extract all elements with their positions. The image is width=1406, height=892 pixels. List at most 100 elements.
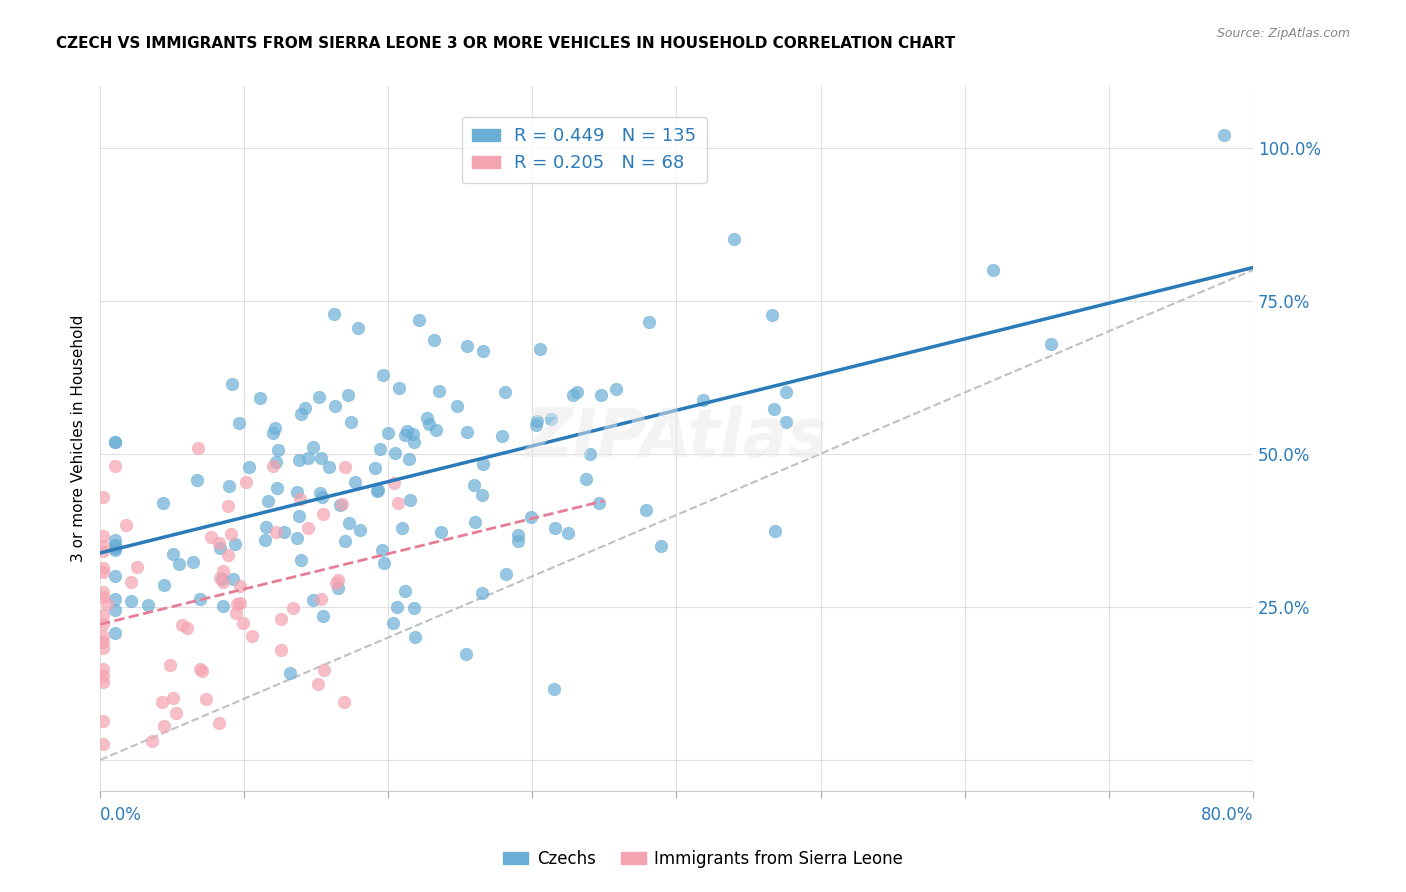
Point	[332, 497, 354, 511]
Point	[114, 518, 136, 533]
Point	[377, 425, 399, 440]
Point	[176, 621, 198, 635]
Point	[588, 496, 610, 510]
Point	[307, 677, 329, 691]
Text: 0.0%: 0.0%	[100, 805, 142, 824]
Point	[195, 691, 218, 706]
Point	[394, 584, 416, 599]
Point	[325, 576, 347, 591]
Point	[329, 498, 352, 512]
Point	[762, 401, 785, 416]
Point	[312, 508, 335, 522]
Point	[153, 719, 176, 733]
Point	[309, 591, 332, 606]
Point	[312, 663, 335, 677]
Point	[208, 715, 231, 730]
Point	[208, 536, 231, 550]
Point	[219, 527, 242, 541]
Point	[297, 451, 319, 466]
Point	[211, 572, 233, 586]
Point	[188, 662, 211, 676]
Point	[562, 387, 585, 401]
Point	[404, 630, 426, 644]
Point	[120, 594, 142, 608]
Point	[240, 629, 263, 643]
Point	[285, 485, 308, 500]
Point	[368, 442, 391, 456]
Text: ZIPAtlas: ZIPAtlas	[524, 406, 828, 472]
Point	[290, 407, 312, 421]
Text: CZECH VS IMMIGRANTS FROM SIERRA LEONE 3 OR MORE VEHICLES IN HOUSEHOLD CORRELATIO: CZECH VS IMMIGRANTS FROM SIERRA LEONE 3 …	[56, 36, 956, 51]
Point	[578, 447, 600, 461]
Point	[323, 399, 346, 413]
Point	[221, 376, 243, 391]
Point	[775, 384, 797, 399]
Point	[96, 597, 118, 611]
Point	[270, 612, 292, 626]
Point	[402, 426, 425, 441]
Point	[262, 459, 284, 474]
Point	[264, 421, 287, 435]
Point	[382, 475, 405, 490]
Point	[91, 543, 114, 558]
Point	[416, 410, 439, 425]
Legend: Czechs, Immigrants from Sierra Leone: Czechs, Immigrants from Sierra Leone	[496, 844, 910, 875]
Point	[264, 524, 287, 539]
Point	[262, 426, 284, 441]
Point	[456, 339, 478, 353]
Point	[388, 381, 411, 395]
Point	[91, 714, 114, 728]
Point	[472, 344, 495, 359]
Point	[373, 556, 395, 570]
Point	[491, 429, 513, 443]
Point	[91, 662, 114, 676]
Point	[91, 490, 114, 504]
Point	[382, 615, 405, 630]
Point	[285, 531, 308, 545]
Point	[591, 388, 613, 402]
Point	[226, 597, 249, 611]
Point	[508, 534, 530, 549]
Point	[343, 475, 366, 489]
Point	[187, 442, 209, 456]
Point	[150, 695, 173, 709]
Point	[524, 418, 547, 433]
Point	[294, 401, 316, 415]
Point	[200, 530, 222, 544]
Point	[402, 434, 425, 449]
Point	[634, 503, 657, 517]
Point	[308, 486, 330, 500]
Point	[288, 508, 311, 523]
Point	[281, 600, 304, 615]
Point	[308, 390, 330, 404]
Point	[91, 565, 114, 579]
Point	[103, 569, 125, 583]
Point	[264, 455, 287, 469]
Point	[91, 607, 114, 622]
Point	[398, 451, 420, 466]
Point	[266, 481, 288, 495]
Point	[91, 629, 114, 643]
Point	[91, 674, 114, 689]
Point	[249, 391, 271, 405]
Point	[103, 458, 125, 473]
Point	[543, 681, 565, 696]
Point	[323, 307, 346, 321]
Point	[103, 540, 125, 554]
Point	[211, 575, 233, 590]
Point	[337, 388, 360, 402]
Point	[212, 599, 235, 613]
Point	[471, 457, 494, 471]
Point	[257, 494, 280, 508]
Point	[399, 492, 422, 507]
Point	[103, 626, 125, 640]
Point	[229, 579, 252, 593]
Point	[103, 543, 125, 558]
Point	[565, 385, 588, 400]
Point	[557, 526, 579, 541]
Point	[540, 412, 562, 426]
Point	[267, 442, 290, 457]
Point	[311, 490, 333, 504]
Point	[302, 592, 325, 607]
Point	[371, 368, 394, 382]
